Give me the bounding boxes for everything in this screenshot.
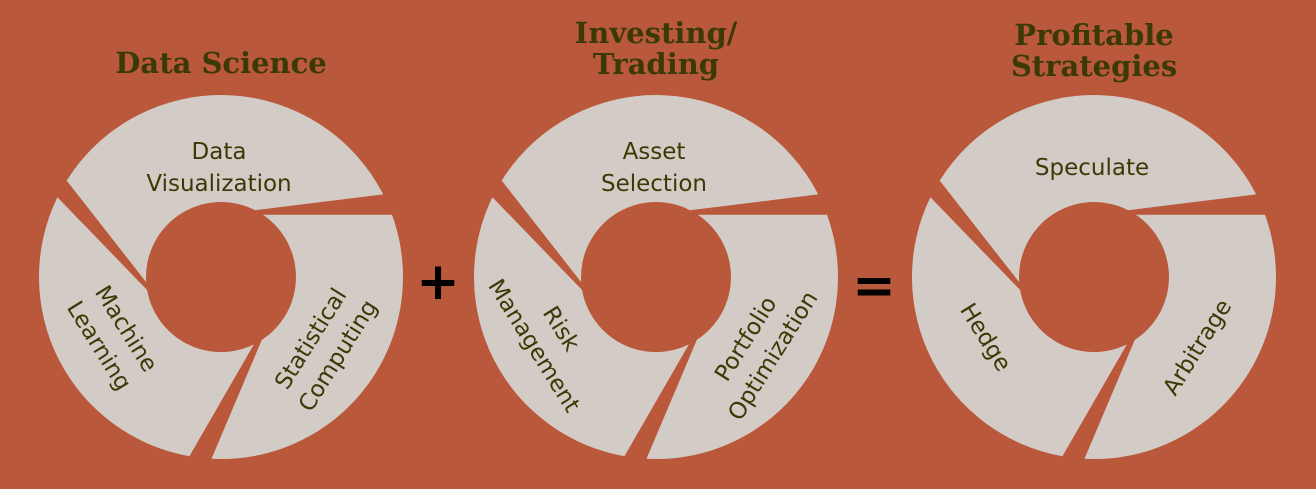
title-line: Profitable <box>1014 18 1174 52</box>
segment-label-line: Visualization <box>146 171 291 197</box>
cycle-segment <box>939 95 1257 283</box>
segment-label: Asset Selection <box>601 139 707 197</box>
title-data-science: Data Science <box>61 48 381 79</box>
segment-label: Data Visualization <box>146 139 291 197</box>
cycle-segment <box>473 197 689 457</box>
cycle-segment <box>911 197 1127 457</box>
title-profitable-strategies: Profitable Strategies <box>934 20 1254 82</box>
cycle-segment <box>38 197 254 457</box>
segment-label-line: Speculate <box>1035 155 1149 181</box>
segment-label-line: Asset <box>623 139 686 165</box>
segment-label: Speculate <box>1035 155 1149 181</box>
cycle-segment <box>646 214 838 460</box>
cycle-segment <box>66 95 384 283</box>
title-line: Trading <box>592 47 720 81</box>
cycle-segment <box>501 95 819 283</box>
segment-label-line: Data <box>192 139 247 165</box>
cycle-diagram-1: Data VisualizationStatisticalComputingMac… <box>38 95 403 460</box>
title-investing-trading: Investing/ Trading <box>496 18 816 80</box>
title-line: Strategies <box>1010 49 1178 83</box>
cycle-diagram-2: Asset SelectionPortfolioOptimizationRiskM… <box>473 95 838 460</box>
cycle-segment <box>1084 214 1276 460</box>
title-line: Data Science <box>115 46 327 80</box>
title-line: Investing/ <box>574 16 738 50</box>
segment-label-line: Selection <box>601 171 707 197</box>
equals-operator: = <box>852 256 896 316</box>
cycle-segment <box>211 214 403 460</box>
plus-operator: + <box>416 252 460 312</box>
